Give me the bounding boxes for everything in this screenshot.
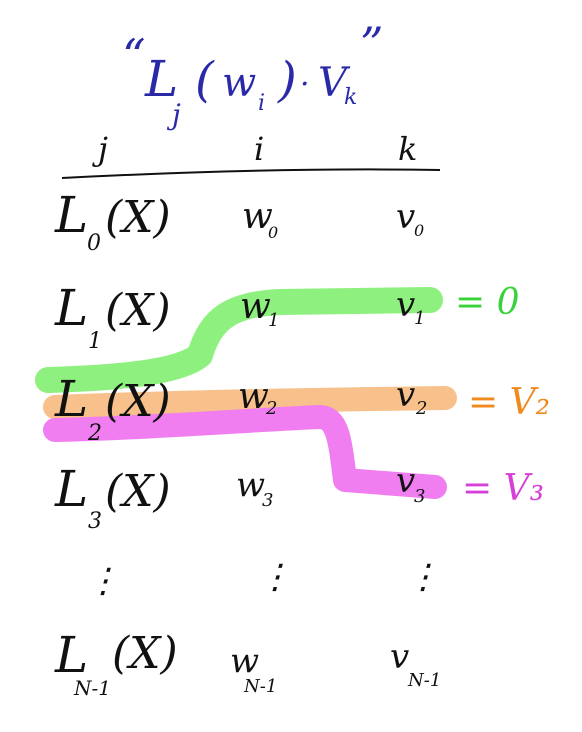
header-k: k bbox=[398, 130, 417, 168]
result-magenta: = V₃ bbox=[462, 468, 544, 509]
row-n1-arg: (X) bbox=[112, 628, 178, 679]
row-2-arg: (X) bbox=[105, 376, 171, 427]
title-paren-close: ) bbox=[277, 52, 297, 108]
orange-highlight-path bbox=[43, 386, 457, 419]
row-3: L 3 (X) w 3 v 3 bbox=[54, 460, 425, 534]
row-0-v-sub: 0 bbox=[414, 221, 424, 240]
row-1-L-sub: 1 bbox=[88, 329, 102, 354]
row-0-arg: (X) bbox=[105, 192, 171, 243]
row-2-L: L bbox=[54, 370, 88, 428]
results: = 0 = V₂ = V₃ bbox=[455, 282, 550, 509]
row-0-w-sub: 0 bbox=[268, 223, 278, 242]
row-3-v-sub: 3 bbox=[414, 486, 425, 507]
row-1-v-sub: 1 bbox=[414, 308, 425, 329]
row-n1-L: L bbox=[54, 626, 88, 684]
header-rule bbox=[61, 168, 441, 179]
row-n1-w: w bbox=[230, 641, 259, 681]
title-sub-k: k bbox=[344, 85, 357, 110]
row-1-w-sub: 1 bbox=[268, 310, 279, 331]
title-paren-open: ( bbox=[195, 52, 215, 108]
row-3-w-sub: 3 bbox=[262, 490, 273, 511]
row-3-w: w bbox=[236, 465, 265, 505]
row-1-L: L bbox=[54, 279, 88, 337]
title-L: L bbox=[144, 50, 178, 108]
title-V: V bbox=[318, 60, 351, 106]
row-0-L: L bbox=[54, 186, 88, 244]
dots-j: ⋮ bbox=[86, 561, 120, 601]
dots-k: ⋮ bbox=[406, 557, 440, 597]
row-n1-v: v bbox=[390, 637, 409, 677]
row-n1-w-sub: N-1 bbox=[243, 676, 277, 697]
result-orange: = V₂ bbox=[468, 382, 550, 423]
title-formula: “ L j ( w i ) · V k ” bbox=[122, 17, 384, 131]
title-close-quote: ” bbox=[360, 17, 384, 71]
row-2-w-sub: 2 bbox=[265, 398, 277, 419]
row-2-w: w bbox=[238, 376, 269, 417]
ellipsis-row: ⋮ ⋮ ⋮ bbox=[86, 557, 440, 601]
row-n1-L-sub: N-1 bbox=[73, 676, 111, 700]
title-w: w bbox=[222, 60, 256, 106]
column-headers: j i k bbox=[92, 130, 417, 168]
result-green: = 0 bbox=[455, 282, 520, 323]
title-sub-i: i bbox=[258, 91, 265, 116]
row-n1-v-sub: N-1 bbox=[407, 670, 441, 691]
row-1-arg: (X) bbox=[105, 285, 171, 336]
row-0: L 0 (X) w 0 v 0 bbox=[54, 186, 424, 256]
row-3-arg: (X) bbox=[105, 466, 171, 517]
green-highlight-path bbox=[35, 287, 443, 393]
header-i: i bbox=[254, 130, 264, 168]
header-j: j bbox=[92, 130, 108, 168]
row-3-L: L bbox=[54, 460, 88, 518]
row-2-v-sub: 2 bbox=[415, 398, 427, 419]
title-open-quote: “ bbox=[122, 29, 146, 83]
row-2-L-sub: 2 bbox=[87, 421, 102, 446]
row-1: L 1 (X) w 1 v 1 bbox=[54, 279, 425, 354]
dots-i: ⋮ bbox=[258, 557, 292, 597]
row-2-v: v bbox=[396, 375, 415, 415]
row-3-v: v bbox=[396, 461, 415, 501]
magenta-highlight-path bbox=[43, 405, 447, 499]
row-0-w: w bbox=[242, 196, 273, 237]
title-dot: · bbox=[300, 67, 310, 102]
row-1-w: w bbox=[240, 286, 271, 327]
row-n-minus-1: L N-1 (X) w N-1 v N-1 bbox=[54, 626, 441, 700]
row-1-v: v bbox=[396, 285, 415, 325]
row-3-L-sub: 3 bbox=[88, 509, 102, 534]
row-2: L 2 (X) w 2 v 2 bbox=[54, 370, 427, 446]
row-0-v: v bbox=[396, 197, 415, 237]
row-0-L-sub: 0 bbox=[87, 231, 101, 256]
